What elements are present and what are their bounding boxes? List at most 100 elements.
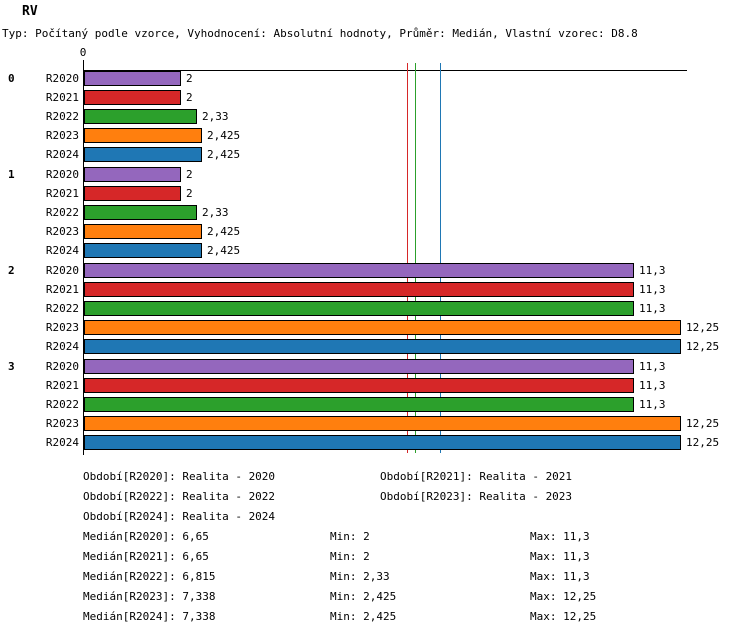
bar-3-R2023 (84, 416, 681, 431)
bar-row-label: R2020 (45, 168, 79, 181)
group-label-3: 3 (8, 360, 15, 373)
median-line-R2024 (440, 63, 441, 453)
bar-row-label: R2020 (45, 264, 79, 277)
bar-row-label: R2021 (45, 91, 79, 104)
bar-2-R2022 (84, 301, 634, 316)
bar-value-label: 11,3 (639, 283, 666, 296)
stat-min: Min: 2,425 (330, 610, 397, 623)
stat-min: Min: 2 (330, 550, 370, 563)
bar-value-label: 2,425 (207, 244, 241, 257)
bar-value-label: 11,3 (639, 302, 666, 315)
bar-row-label: R2021 (45, 379, 79, 392)
axis-line-horizontal (83, 70, 687, 71)
bar-row-label: R2023 (45, 225, 79, 238)
stats-row: Medián[R2020]: 6,65 Min: 2 Max: 11,3 (0, 527, 750, 547)
bar-2-R2021 (84, 282, 634, 297)
legend-entry: Období[R2021]: Realita - 2021 (380, 470, 573, 483)
bar-1-R2024 (84, 243, 202, 258)
bar-value-label: 2,425 (207, 129, 241, 142)
bar-row-label: R2022 (45, 206, 79, 219)
bar-2-R2024 (84, 339, 681, 354)
bar-0-R2020 (84, 71, 181, 86)
stat-median: Medián[R2020]: 6,65 (83, 530, 209, 543)
bar-value-label: 2 (186, 187, 193, 200)
bar-value-label: 2,33 (202, 206, 229, 219)
bar-row-label: R2024 (45, 436, 79, 449)
group-label-2: 2 (8, 264, 15, 277)
bar-value-label: 2,425 (207, 148, 241, 161)
bar-row-label: R2022 (45, 110, 79, 123)
stat-max: Max: 11,3 (530, 570, 590, 583)
bar-row-label: R2024 (45, 340, 79, 353)
bar-1-R2023 (84, 224, 202, 239)
stat-median: Medián[R2022]: 6,815 (83, 570, 216, 583)
chart-area: 0 0 R2020 2 R2021 2 R2022 2,33 R2023 2,425 R2024 2… (8, 46, 720, 455)
stat-min: Min: 2 (330, 530, 370, 543)
chart-settings-line: Typ: Počítaný podle vzorce, Vyhodnocení:… (2, 27, 638, 40)
bar-value-label: 2 (186, 91, 193, 104)
stat-median: Medián[R2024]: 7,338 (83, 610, 216, 623)
stats-row: Medián[R2021]: 6,65 Min: 2 Max: 11,3 (0, 547, 750, 567)
bar-value-label: 2 (186, 168, 193, 181)
bar-1-R2020 (84, 167, 181, 182)
bar-value-label: 2 (186, 72, 193, 85)
stat-max: Max: 11,3 (530, 530, 590, 543)
page-title: RV (22, 4, 38, 19)
stats-row: Medián[R2023]: 7,338 Min: 2,425 Max: 12,25 (0, 587, 750, 607)
bar-row-label: R2022 (45, 398, 79, 411)
legend-section: Období[R2020]: Realita - 2020 Období[R202… (0, 467, 750, 527)
bar-0-R2023 (84, 128, 202, 143)
bar-2-R2020 (84, 263, 634, 278)
bar-value-label: 12,25 (686, 340, 720, 353)
group-label-0: 0 (8, 72, 15, 85)
bar-value-label: 12,25 (686, 321, 720, 334)
bar-0-R2021 (84, 90, 181, 105)
bar-row-label: R2023 (45, 129, 79, 142)
stat-median: Medián[R2021]: 6,65 (83, 550, 209, 563)
bar-3-R2022 (84, 397, 634, 412)
legend-entry: Období[R2024]: Realita - 2024 (83, 510, 276, 523)
bar-row-label: R2020 (45, 72, 79, 85)
stat-median: Medián[R2023]: 7,338 (83, 590, 216, 603)
bar-3-R2024 (84, 435, 681, 450)
bar-0-R2022 (84, 109, 197, 124)
bar-row-label: R2024 (45, 244, 79, 257)
bar-row-label: R2023 (45, 321, 79, 334)
group-label-1: 1 (8, 168, 15, 181)
bar-row-label: R2021 (45, 283, 79, 296)
bar-3-R2021 (84, 378, 634, 393)
bar-row-label: R2021 (45, 187, 79, 200)
median-line-R2021 (407, 63, 408, 453)
bar-0-R2024 (84, 147, 202, 162)
legend-row: Období[R2024]: Realita - 2024 (0, 507, 750, 527)
bar-value-label: 2,33 (202, 110, 229, 123)
bar-value-label: 11,3 (639, 360, 666, 373)
bar-1-R2021 (84, 186, 181, 201)
bar-row-label: R2024 (45, 148, 79, 161)
stats-row: Medián[R2024]: 7,338 Min: 2,425 Max: 12,25 (0, 607, 750, 627)
stat-min: Min: 2,425 (330, 590, 397, 603)
bar-value-label: 12,25 (686, 436, 720, 449)
legend-row: Období[R2020]: Realita - 2020 Období[R202… (0, 467, 750, 487)
bar-3-R2020 (84, 359, 634, 374)
bar-value-label: 11,3 (639, 398, 666, 411)
bar-value-label: 11,3 (639, 379, 666, 392)
bar-value-label: 11,3 (639, 264, 666, 277)
stat-max: Max: 12,25 (530, 610, 597, 623)
bar-row-label: R2023 (45, 417, 79, 430)
stats-row: Medián[R2022]: 6,815 Min: 2,33 Max: 11,3 (0, 567, 750, 587)
axis-zero-tick (83, 60, 84, 70)
stat-min: Min: 2,33 (330, 570, 390, 583)
axis-zero-tick-label: 0 (79, 46, 87, 59)
bar-row-label: R2020 (45, 360, 79, 373)
legend-entry: Období[R2023]: Realita - 2023 (380, 490, 573, 503)
axis-line-vertical (83, 70, 84, 455)
bar-2-R2023 (84, 320, 681, 335)
bar-row-label: R2022 (45, 302, 79, 315)
stats-section: Medián[R2020]: 6,65 Min: 2 Max: 11,3 Medián… (0, 527, 750, 627)
median-line-R2022 (415, 63, 416, 453)
bar-value-label: 12,25 (686, 417, 720, 430)
bar-1-R2022 (84, 205, 197, 220)
stat-max: Max: 11,3 (530, 550, 590, 563)
